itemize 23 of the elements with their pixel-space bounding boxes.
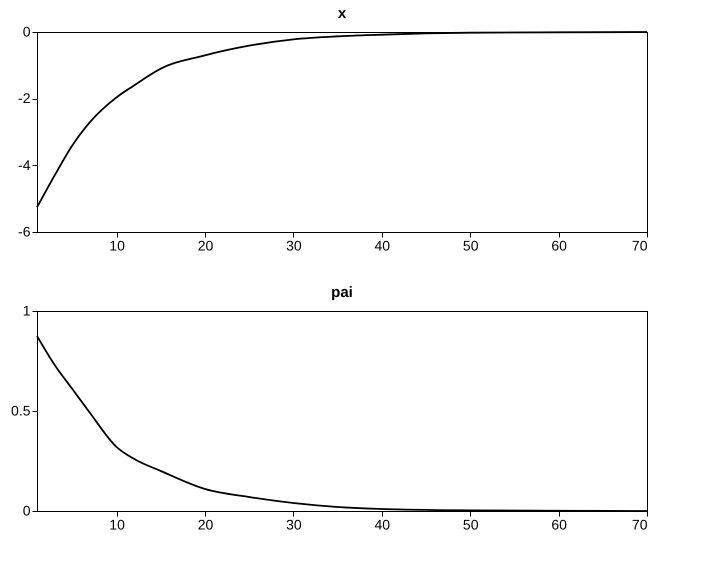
y-tick-label: 0.5 [11,402,31,418]
x-tick-label: 40 [374,516,390,532]
x-tick-label: 40 [374,238,390,254]
x-tick-label: 10 [109,516,126,532]
chart-title: x [338,5,347,22]
x-tick-label: 70 [632,516,648,532]
x-tick-label: 20 [198,238,214,254]
y-tick-label: -6 [18,224,31,240]
y-tick-label: -2 [18,90,31,106]
x-tick-label: 20 [198,516,214,532]
y-tick-label: 1 [22,302,31,318]
x-tick-label: 60 [551,516,568,532]
chart-title: pai [331,284,353,301]
x-tick-label: 10 [109,238,126,254]
x-tick-label: 50 [462,516,479,532]
y-tick-label: -4 [18,156,31,173]
y-tick-label: 0 [22,24,31,40]
x-tick-label: 50 [462,238,479,254]
x-tick-label: 60 [551,238,568,254]
x-tick-label: 30 [286,238,302,254]
x-tick-label: 30 [286,516,302,532]
x-tick-label: 70 [632,238,648,254]
y-tick-label: 0 [22,502,31,518]
